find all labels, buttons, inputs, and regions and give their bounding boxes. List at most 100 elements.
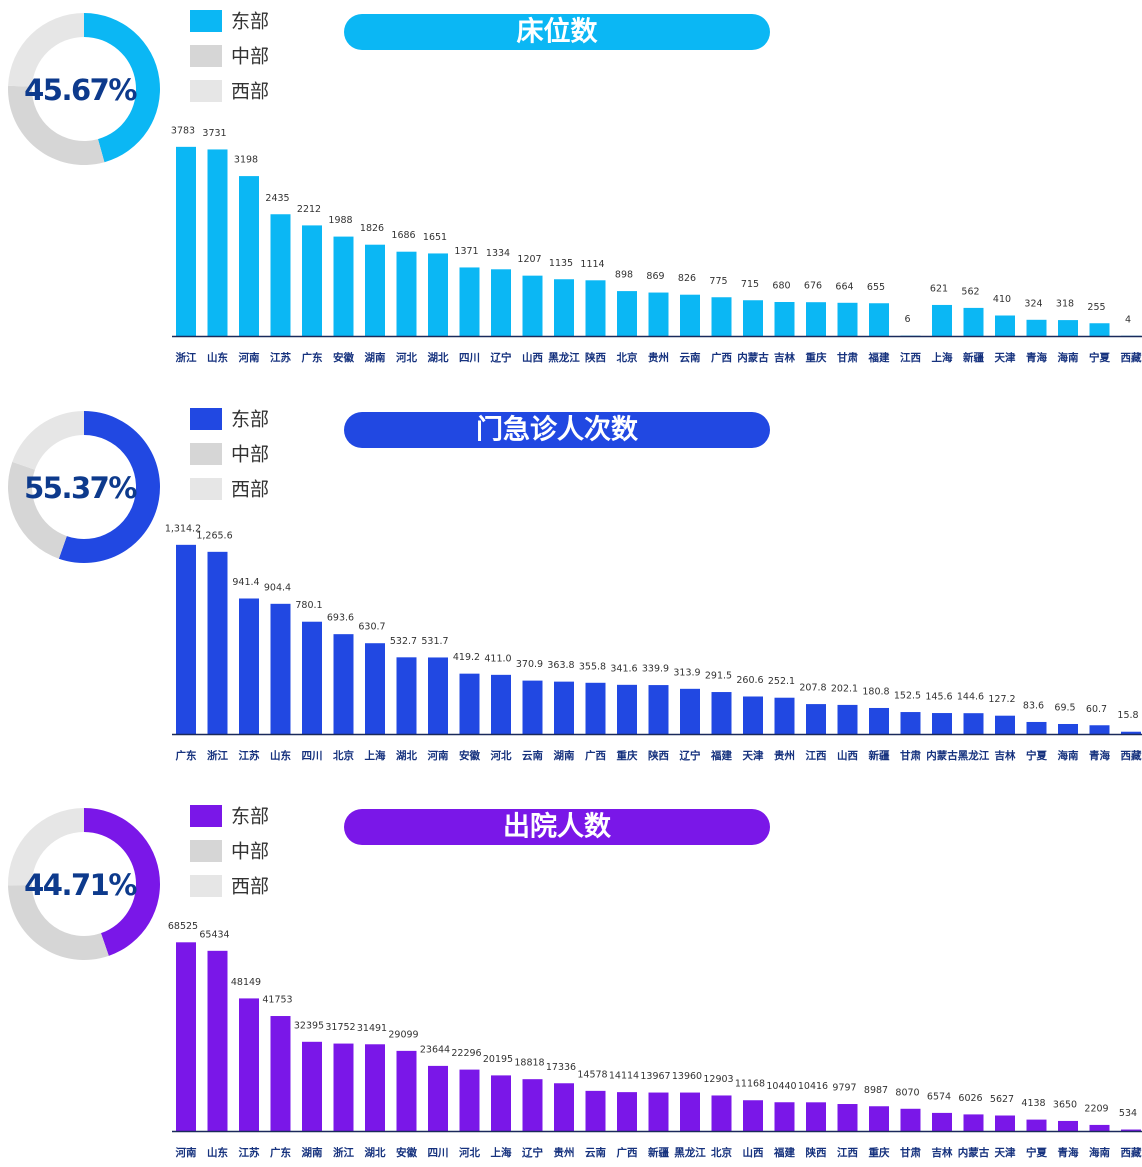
bar xyxy=(1058,1120,1078,1131)
legend-label: 西部 xyxy=(231,876,269,898)
value-label: 2209 xyxy=(1084,1103,1108,1114)
value-label: 898 xyxy=(615,270,633,281)
bar xyxy=(239,176,259,336)
bar xyxy=(333,634,354,734)
value-label: 22296 xyxy=(451,1048,481,1059)
value-label: 2435 xyxy=(265,193,289,204)
value-label: 562 xyxy=(961,286,979,297)
category-label: 北京 xyxy=(333,749,354,762)
category-label: 云南 xyxy=(585,1146,606,1159)
category-label: 湖北 xyxy=(428,351,449,364)
value-label: 14114 xyxy=(609,1071,639,1082)
value-label: 3650 xyxy=(1053,1099,1077,1110)
donut-segment xyxy=(84,808,161,956)
category-label: 湖北 xyxy=(396,749,417,762)
value-label: 904.4 xyxy=(264,582,291,593)
category-label: 上海 xyxy=(365,749,386,762)
category-label: 广东 xyxy=(302,351,323,364)
bar xyxy=(239,598,259,734)
value-label: 31752 xyxy=(325,1022,355,1033)
chart-title: 床位数 xyxy=(517,16,599,48)
category-label: 青海 xyxy=(1089,749,1111,762)
category-label: 山西 xyxy=(522,351,543,364)
value-label: 68525 xyxy=(168,921,198,932)
bar xyxy=(963,1114,984,1131)
donut-label: 55.37% xyxy=(24,471,137,505)
category-label: 甘肃 xyxy=(900,1146,921,1159)
category-label: 重庆 xyxy=(806,351,827,364)
category-label: 湖北 xyxy=(365,1146,386,1159)
bar xyxy=(680,688,700,734)
legend-label: 东部 xyxy=(231,409,269,431)
value-label: 3783 xyxy=(171,125,195,136)
value-label: 144.6 xyxy=(957,692,984,703)
legend-swatch xyxy=(190,80,222,102)
category-label: 内蒙古 xyxy=(958,1146,990,1159)
value-label: 41753 xyxy=(262,995,292,1006)
donut-segment xyxy=(8,85,105,165)
category-label: 贵州 xyxy=(648,351,669,364)
value-label: 31491 xyxy=(357,1023,387,1034)
bar xyxy=(554,681,574,734)
value-label: 341.6 xyxy=(610,663,637,674)
bar xyxy=(869,1106,889,1131)
category-label: 河北 xyxy=(396,351,417,364)
bar xyxy=(963,307,984,336)
bar xyxy=(869,303,889,336)
bar xyxy=(302,621,322,734)
category-label: 吉林 xyxy=(932,1146,953,1159)
title-pill xyxy=(344,412,770,448)
donut-segment xyxy=(8,13,84,87)
category-label: 安徽 xyxy=(333,351,354,364)
value-label: 252.1 xyxy=(768,676,795,687)
bar xyxy=(365,244,385,336)
category-label: 海南 xyxy=(1058,749,1080,762)
value-label: 324 xyxy=(1024,298,1042,309)
category-label: 福建 xyxy=(773,1146,795,1159)
category-label: 天津 xyxy=(995,1146,1016,1159)
legend-swatch xyxy=(190,875,222,897)
category-label: 黑龙江 xyxy=(958,749,990,762)
category-label: 陕西 xyxy=(585,351,606,364)
category-label: 吉林 xyxy=(774,351,795,364)
category-label: 四川 xyxy=(459,352,480,364)
value-label: 676 xyxy=(804,281,822,292)
value-label: 60.7 xyxy=(1086,704,1107,715)
value-label: 411.0 xyxy=(484,653,511,664)
bar xyxy=(1089,1124,1110,1131)
value-label: 18818 xyxy=(514,1058,544,1069)
category-label: 天津 xyxy=(995,351,1016,364)
value-label: 363.8 xyxy=(547,660,574,671)
category-label: 内蒙古 xyxy=(737,351,769,364)
value-label: 255 xyxy=(1087,302,1105,313)
category-label: 福建 xyxy=(710,749,732,762)
bar xyxy=(648,1092,669,1131)
value-label: 419.2 xyxy=(453,652,480,663)
bar xyxy=(270,214,291,336)
category-label: 上海 xyxy=(491,1146,512,1159)
value-label: 152.5 xyxy=(894,691,921,702)
value-label: 6574 xyxy=(927,1091,951,1102)
legend-label: 中部 xyxy=(231,46,269,68)
value-label: 6 xyxy=(904,314,910,325)
value-label: 12903 xyxy=(703,1074,733,1085)
value-label: 4 xyxy=(1125,314,1131,325)
value-label: 202.1 xyxy=(831,683,858,694)
category-label: 浙江 xyxy=(176,351,197,364)
bar xyxy=(176,544,196,734)
bar xyxy=(806,704,826,734)
value-label: 680 xyxy=(772,281,790,292)
category-label: 上海 xyxy=(932,351,953,364)
category-label: 云南 xyxy=(680,351,701,364)
donut-segment xyxy=(84,13,160,163)
category-label: 重庆 xyxy=(869,1146,890,1159)
category-label: 山东 xyxy=(270,749,291,762)
value-label: 3198 xyxy=(234,155,258,166)
bar xyxy=(932,713,952,734)
value-label: 11168 xyxy=(735,1079,765,1090)
value-label: 48149 xyxy=(231,977,261,988)
category-label: 江苏 xyxy=(239,1146,260,1159)
value-label: 10440 xyxy=(766,1081,796,1092)
